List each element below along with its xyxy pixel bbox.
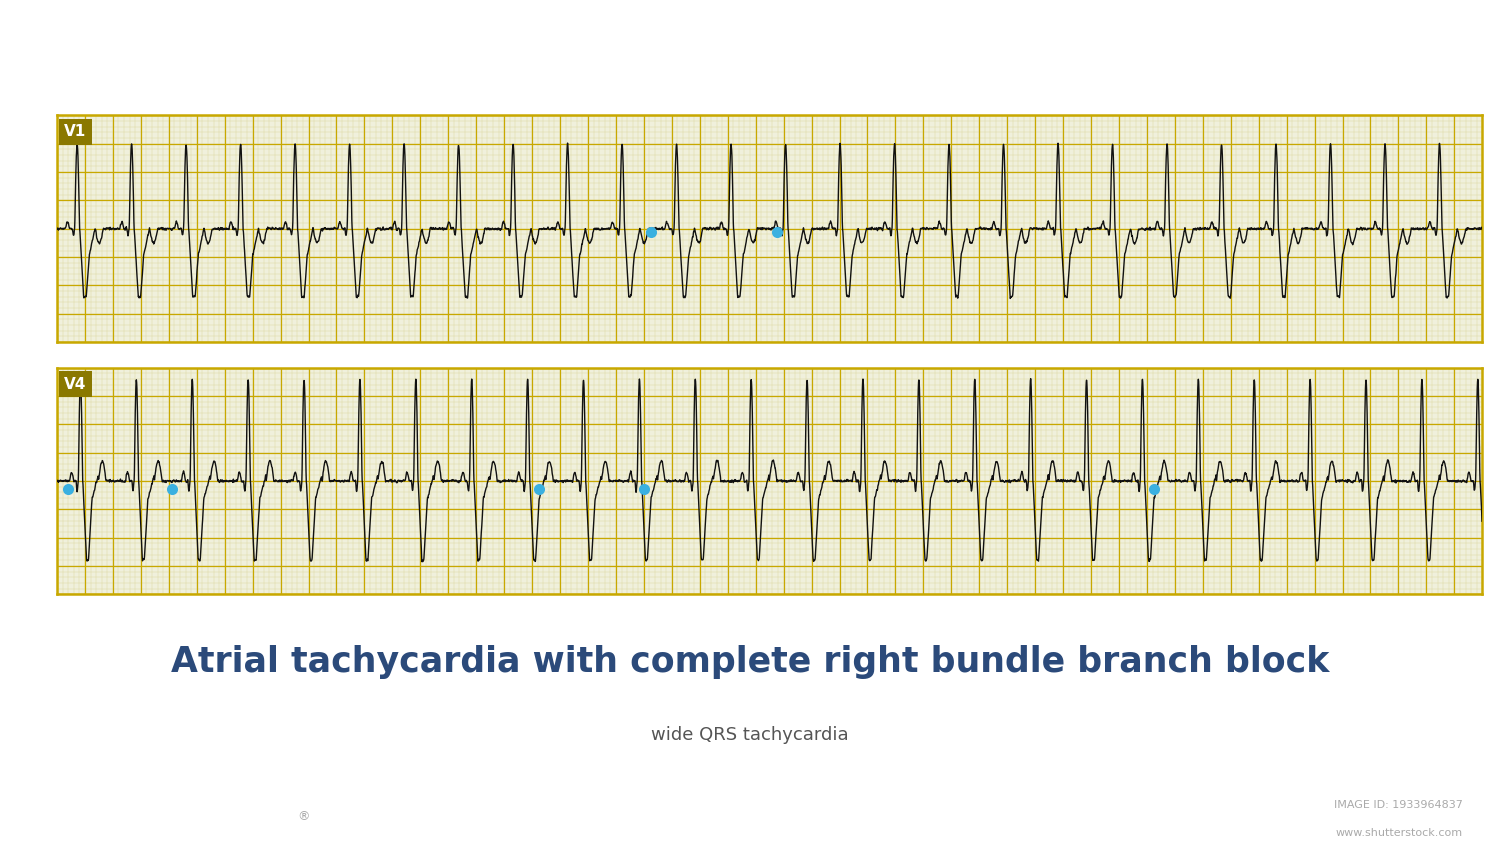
Text: ck: ck (237, 805, 267, 828)
Text: www.shutterstock.com: www.shutterstock.com (1335, 828, 1462, 839)
Text: V4: V4 (64, 377, 87, 392)
Text: IMAGE ID: 1933964837: IMAGE ID: 1933964837 (1334, 800, 1462, 810)
Text: V1: V1 (64, 125, 87, 139)
Text: shutterst: shutterst (38, 805, 160, 828)
Text: wide QRS tachycardia: wide QRS tachycardia (651, 726, 849, 745)
Text: Atrial tachycardia with complete right bundle branch block: Atrial tachycardia with complete right b… (171, 645, 1329, 679)
Text: ø: ø (217, 805, 234, 828)
Text: ®: ® (297, 810, 309, 823)
